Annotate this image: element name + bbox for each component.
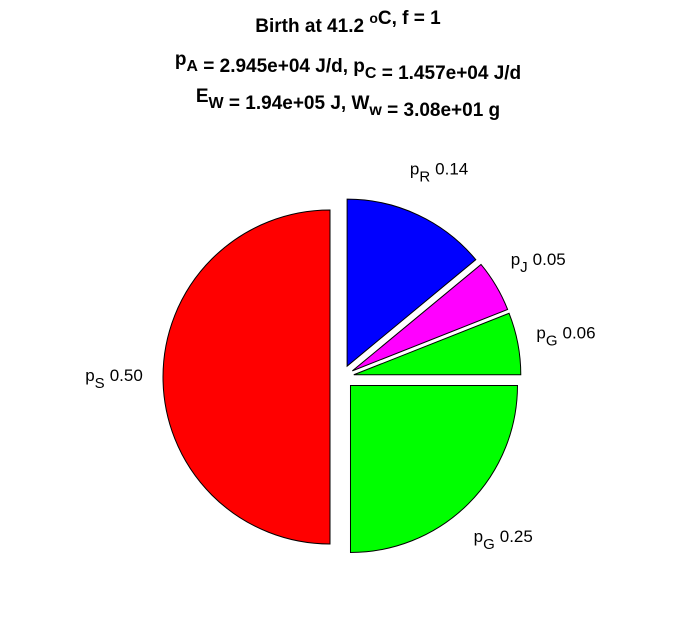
pie-slice — [353, 312, 522, 376]
title-text: = 1.94e+05 J, W — [224, 93, 370, 114]
title-sub: w — [368, 102, 382, 119]
chart-title: Birth at 41.2 oC, f = 1 — [255, 8, 441, 37]
label-base: p — [511, 250, 520, 269]
chart-title: EW = 1.94e+05 J, Ww = 3.08e+01 g — [196, 86, 500, 121]
slice-label: pR 0.14 — [410, 160, 468, 185]
pie-slice — [162, 209, 331, 545]
label-sub: G — [483, 536, 495, 553]
value-label: 0.50 — [110, 366, 143, 385]
label-sub: G — [546, 332, 558, 349]
pie-slice — [349, 384, 518, 553]
title-sub: W — [209, 95, 225, 112]
value-label: 0.14 — [435, 160, 468, 179]
slice-label: pG 0.06 — [536, 324, 595, 349]
slice-label: pJ 0.05 — [511, 250, 566, 275]
value-label: 0.25 — [500, 528, 533, 547]
title-text: E — [196, 86, 209, 107]
title-text: Birth at 41.2 — [255, 16, 369, 37]
label-base: p — [536, 324, 545, 343]
label-base: p — [474, 528, 483, 547]
title-text: = 2.945e+04 J/d, p — [198, 56, 365, 77]
title-sup: o — [369, 10, 378, 26]
title-text: C, f = 1 — [378, 8, 441, 29]
title-sub: A — [186, 58, 198, 75]
pie-slice — [352, 263, 509, 372]
label-sub: S — [95, 375, 105, 392]
chart-title: pA = 2.945e+04 J/d, pC = 1.457e+04 J/d — [175, 49, 521, 84]
title-text: = 3.08e+01 g — [382, 100, 500, 121]
title-text: p — [175, 49, 187, 70]
value-label: 0.06 — [562, 324, 595, 343]
value-label: 0.05 — [533, 250, 566, 269]
pie-slice — [346, 198, 477, 368]
label-base: p — [85, 366, 94, 385]
label-sub: R — [419, 169, 430, 186]
title-text: = 1.457e+04 J/d — [376, 63, 521, 84]
slice-label: pS 0.50 — [85, 366, 143, 391]
slice-label: pG 0.25 — [474, 528, 533, 553]
label-sub: J — [520, 259, 528, 276]
title-sub: C — [365, 65, 377, 82]
label-base: p — [410, 160, 419, 179]
